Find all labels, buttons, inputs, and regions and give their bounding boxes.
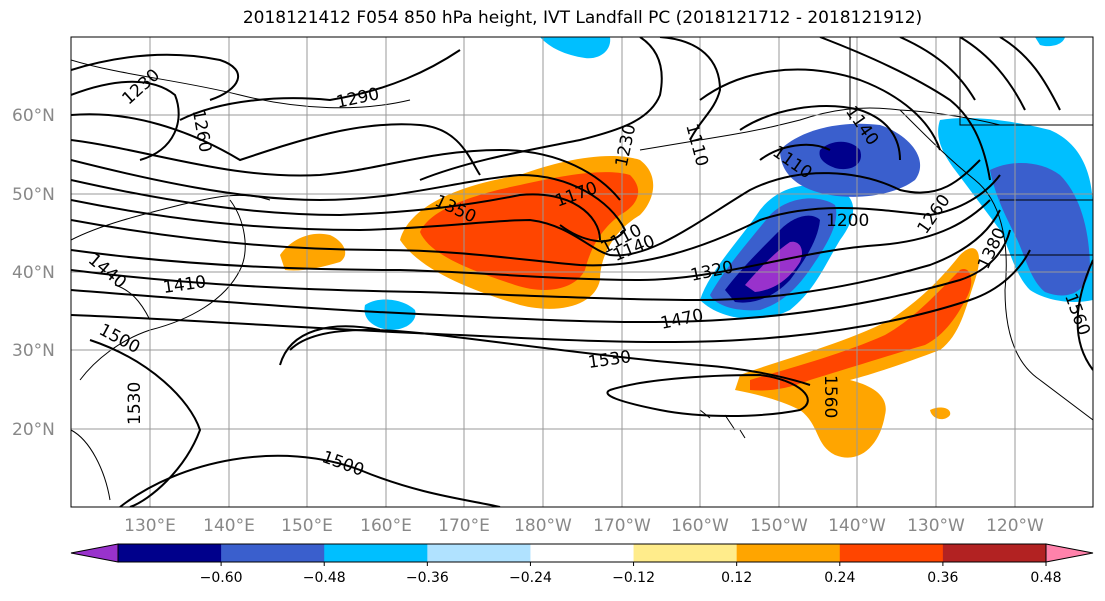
colorbar: −0.60 −0.48 −0.36 −0.24 −0.12 0.12 0.24 0.36 0.4… [70, 543, 1094, 586]
gridlines [71, 37, 1093, 507]
colorbar-cell [633, 544, 738, 562]
lon-label: 130°E [124, 516, 176, 536]
longitude-labels: 130°E 140°E 150°E 160°E 170°E 180°W 170°… [124, 516, 1044, 536]
colorbar-cell [736, 544, 841, 562]
lon-label: 150°E [281, 516, 333, 536]
colorbar-frame [117, 543, 1047, 563]
contour-label: 1200 [826, 211, 869, 231]
colorbar-tick-label: −0.24 [509, 570, 552, 586]
lat-label: 20°N [12, 420, 55, 440]
colorbar-tick-label: 0.48 [1030, 570, 1061, 586]
plot-title: 2018121412 F054 850 hPa height, IVT Land… [242, 8, 923, 28]
colorbar-tick-label: −0.36 [406, 570, 449, 586]
lon-label: 160°W [671, 516, 729, 536]
colorbar-cell [530, 544, 635, 562]
lat-label: 40°N [12, 263, 55, 283]
height-contours [71, 37, 1093, 507]
lon-label: 150°W [750, 516, 808, 536]
colorbar-tick-label: 0.24 [824, 570, 855, 586]
contour-label: 1530 [125, 382, 145, 425]
colorbar-cell [324, 544, 428, 562]
colorbar-tick-label: −0.48 [303, 570, 346, 586]
colorbar-extend-left [70, 543, 119, 563]
lat-label: 60°N [12, 106, 55, 126]
colorbar-cell [839, 544, 944, 562]
lon-label: 140°E [203, 516, 255, 536]
lon-label: 170°E [438, 516, 490, 536]
colorbar-tick-label: −0.12 [612, 570, 655, 586]
lon-label: 140°W [828, 516, 886, 536]
contour-label: 1560 [820, 375, 840, 418]
latitude-labels: 60°N 50°N 40°N 30°N 20°N [12, 106, 55, 440]
lon-label: 180°W [514, 516, 572, 536]
lat-label: 50°N [12, 185, 55, 205]
colorbar-extend-right [1045, 543, 1094, 563]
colorbar-tick-label: 0.12 [721, 570, 752, 586]
lon-label: 120°W [986, 516, 1044, 536]
colorbar-cell [221, 544, 325, 562]
lon-label: 130°W [907, 516, 965, 536]
colorbar-tick-label: 0.36 [927, 570, 958, 586]
colorbar-tick-label: −0.60 [200, 570, 243, 586]
coastlines [71, 37, 1093, 501]
colorbar-cell [427, 544, 531, 562]
lat-label: 30°N [12, 341, 55, 361]
map-border [70, 36, 1094, 508]
lon-label: 170°W [593, 516, 651, 536]
lon-label: 160°E [360, 516, 412, 536]
colorbar-cell [118, 544, 222, 562]
colorbar-cell [942, 544, 1047, 562]
